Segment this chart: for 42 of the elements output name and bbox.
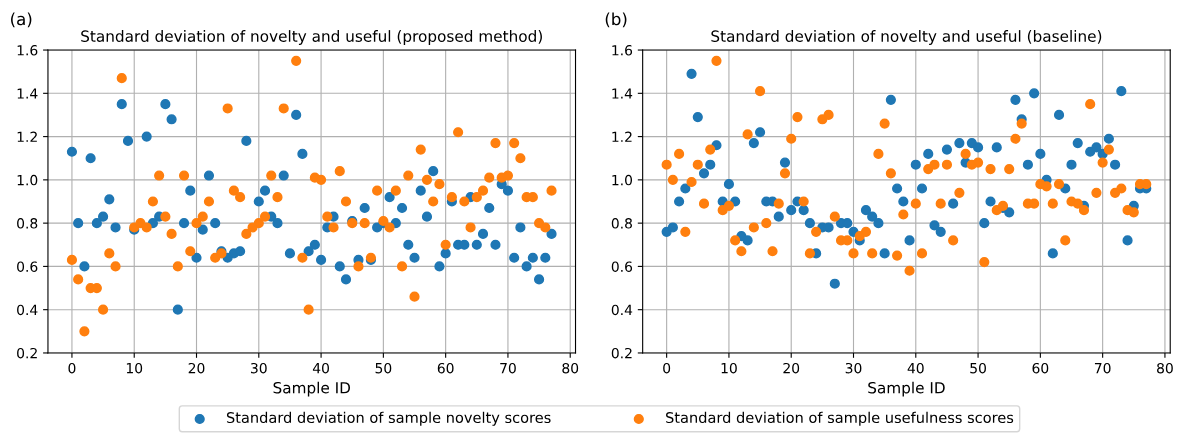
text: (a) [11, 12, 32, 28]
x-axis-title: Sample ID [273, 381, 351, 397]
chart-title: Standard deviation of novelty and useful (proposed method) [81, 30, 542, 45]
y-tick-label: 1.2 [612, 131, 632, 142]
x-tick-label: 80 [1157, 362, 1173, 374]
y-tick-label: 0.6 [17, 261, 38, 272]
y-tick-label: 1.6 [17, 45, 38, 56]
legend-label: Standard deviation of sample usefulness scores [666, 411, 1014, 426]
y-tick-label: 1.0 [612, 174, 633, 186]
chart-title: Standard deviation of novelty and useful (baseline) [711, 30, 1102, 45]
x-tick-label: 70 [1094, 362, 1111, 374]
x-tick-label: 30 [845, 362, 862, 374]
x-tick-label: 50 [970, 362, 986, 374]
x-tick-label: 50 [375, 362, 392, 374]
y-tick-label: 1.0 [17, 174, 38, 186]
x-tick-label: 60 [1032, 362, 1049, 374]
x-tick-label: 20 [783, 362, 800, 374]
y-tick-label: 0.8 [17, 218, 38, 229]
y-tick-label: 0.4 [611, 304, 633, 316]
y-tick-label: 1.4 [612, 88, 633, 99]
x-tick-label: 0 [663, 362, 671, 374]
text: (b) [605, 12, 627, 28]
x-tick-label: 60 [437, 362, 454, 374]
x-tick-label: 30 [251, 362, 267, 374]
legend-label: Standard deviation of sample novelty scores [226, 411, 551, 426]
x-tick-label: 80 [562, 362, 579, 374]
y-tick-label: 0.6 [611, 261, 633, 272]
x-tick-label: 0 [68, 362, 76, 374]
x-tick-label: 40 [907, 362, 924, 374]
x-tick-label: 10 [126, 362, 143, 374]
y-tick-label: 1.2 [17, 131, 37, 142]
x-tick-label: 70 [500, 362, 516, 374]
y-tick-label: 0.2 [17, 347, 37, 359]
x-tick-label: 40 [312, 362, 329, 374]
y-tick-label: 0.2 [611, 347, 632, 359]
x-axis-title: Sample ID [868, 381, 945, 397]
y-tick-label: 0.4 [17, 304, 38, 316]
x-tick-label: 20 [188, 362, 205, 374]
x-tick-label: 10 [721, 362, 737, 374]
y-tick-label: 1.4 [17, 88, 38, 99]
y-tick-label: 0.8 [611, 218, 632, 229]
y-tick-label: 1.6 [612, 45, 633, 56]
